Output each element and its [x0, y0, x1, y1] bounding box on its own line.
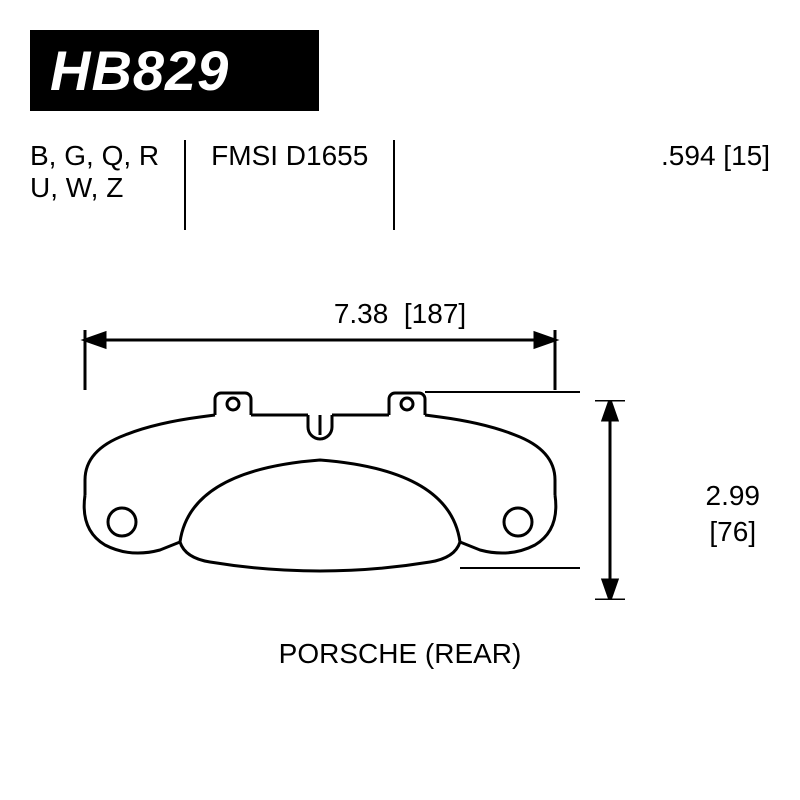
compound-codes: B, G, Q, R U, W, Z [30, 140, 186, 230]
thickness-spec: .594 [15] [636, 140, 770, 230]
caption-text: PORSCHE (REAR) [279, 638, 522, 669]
brake-pad-drawing [60, 330, 580, 610]
codes-line2: U, W, Z [30, 172, 159, 204]
title-text: HB829 [50, 39, 229, 102]
height-dimension-arrow [590, 400, 630, 600]
application-caption: PORSCHE (REAR) [279, 638, 522, 670]
fmsi-text: FMSI D1655 [211, 140, 368, 172]
thickness-text: .594 [15] [661, 140, 770, 172]
part-number-title: HB829 [30, 30, 319, 111]
width-mm: [187] [404, 298, 466, 329]
fmsi-code: FMSI D1655 [186, 140, 395, 230]
codes-line1: B, G, Q, R [30, 140, 159, 172]
height-mm: [76] [706, 514, 761, 550]
width-inches: 7.38 [334, 298, 389, 329]
spec-row: B, G, Q, R U, W, Z FMSI D1655 .594 [15] [30, 140, 770, 230]
height-dimension: 2.99 [76] [706, 478, 761, 551]
width-dimension: 7.38 [187] [334, 298, 466, 330]
height-inches: 2.99 [706, 478, 761, 514]
